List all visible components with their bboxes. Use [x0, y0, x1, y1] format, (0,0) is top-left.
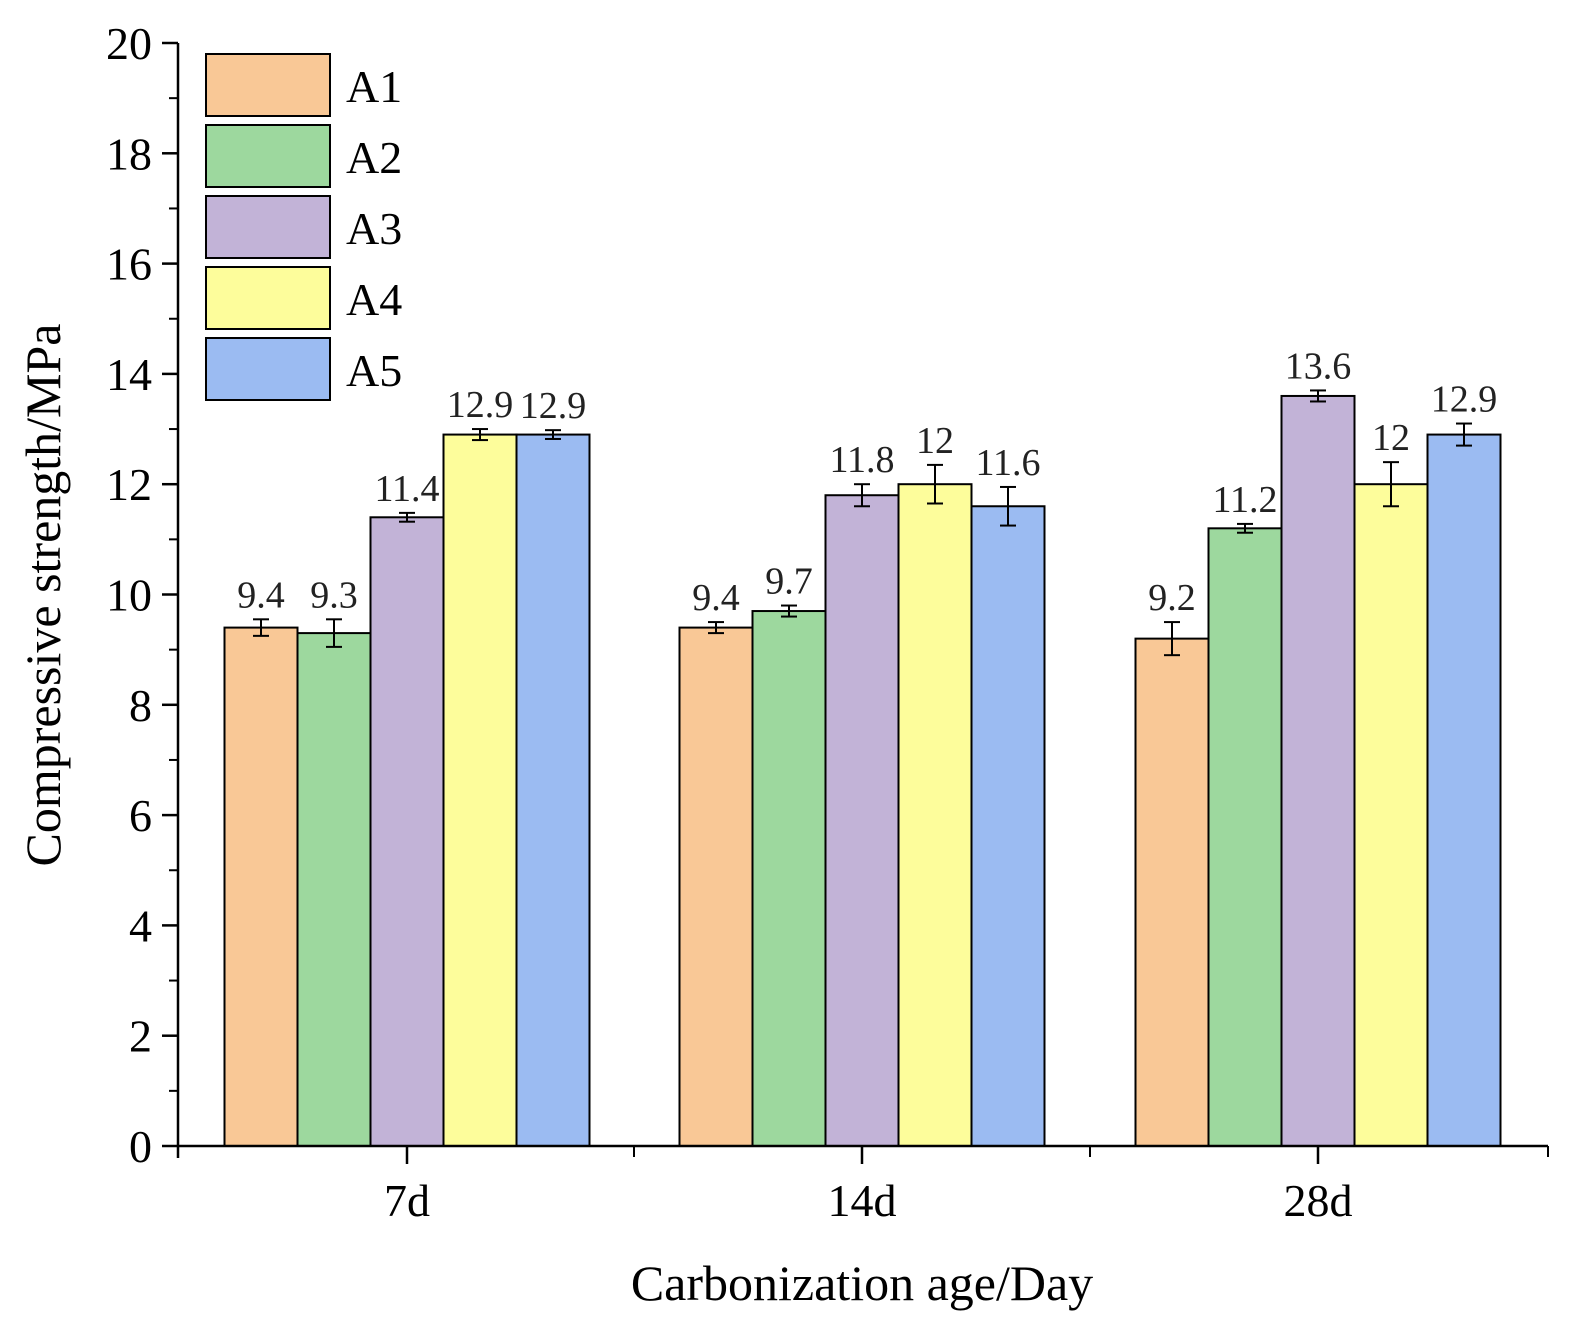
y-tick-label: 2 — [129, 1011, 152, 1062]
bar-a2-14d — [751, 610, 827, 1147]
y-axis-title: Compressive strength/MPa — [15, 323, 71, 866]
data-label: 12.9 — [1431, 379, 1498, 421]
bar-a2-7d — [296, 632, 372, 1147]
y-tick-label: 10 — [106, 570, 152, 621]
error-bar — [1164, 621, 1180, 657]
x-tick-label: 14d — [828, 1175, 897, 1226]
bar-a3-14d — [824, 494, 900, 1148]
legend-swatch-a4 — [205, 266, 331, 330]
data-label: 12.9 — [447, 384, 514, 426]
legend-label-a5: A5 — [346, 345, 402, 396]
axes-layer: 0 2 4 6 8 10 12 14 16 18 20 7d 14d 28d — [106, 18, 1549, 1226]
y-tick-label: 18 — [106, 128, 152, 179]
error-bar — [1383, 461, 1399, 508]
bar-a4-28d — [1353, 483, 1429, 1147]
bar-a1-14d — [678, 626, 754, 1147]
error-bar — [399, 511, 415, 523]
data-label: 11.4 — [374, 468, 439, 510]
data-label: 11.8 — [829, 439, 894, 481]
bar-a4-14d — [897, 483, 973, 1147]
bar-a5-14d — [970, 505, 1046, 1147]
bar-a1-28d — [1134, 637, 1210, 1147]
error-bar — [545, 429, 561, 440]
x-tick-label: 28d — [1284, 1175, 1353, 1226]
bar-a4-7d — [442, 433, 518, 1147]
x-axis-title: Carbonization age/Day — [631, 1255, 1093, 1311]
y-tick-label: 8 — [129, 680, 152, 731]
error-bar — [1310, 389, 1326, 403]
error-bar — [472, 428, 488, 442]
data-label: 12 — [1372, 417, 1410, 459]
y-tick-label: 4 — [129, 900, 152, 951]
y-tick-label: 12 — [106, 459, 152, 510]
y-tick-label: 20 — [106, 18, 152, 69]
legend-label-a2: A2 — [346, 132, 402, 183]
legend: A1 A2 A3 A4 A5 — [205, 53, 402, 401]
error-bar — [781, 604, 797, 618]
data-label: 9.7 — [765, 561, 813, 603]
error-bar — [1237, 522, 1253, 534]
legend-label-a3: A3 — [346, 203, 402, 254]
error-bar — [326, 618, 342, 648]
data-label: 11.6 — [975, 442, 1040, 484]
data-label: 13.6 — [1285, 345, 1352, 387]
bar-a1-7d — [223, 626, 299, 1147]
data-label: 12.9 — [520, 385, 587, 427]
legend-label-a4: A4 — [346, 274, 402, 325]
bar-a3-7d — [369, 516, 445, 1147]
bars-layer: 9.4 9.311.412.9 12.99.4 9.711.8 1211.69.211.… — [223, 345, 1502, 1148]
data-label: 9.3 — [310, 574, 358, 616]
legend-swatch-a5 — [205, 337, 331, 401]
x-tick-label: 7d — [384, 1175, 430, 1226]
error-bar — [708, 621, 724, 635]
bar-a5-28d — [1426, 433, 1502, 1147]
y-tick-label: 14 — [106, 349, 152, 400]
error-bar — [927, 463, 943, 505]
y-tick-label: 16 — [106, 239, 152, 290]
y-tick-label: 0 — [129, 1121, 152, 1172]
error-bar — [1000, 485, 1016, 527]
data-label: 9.4 — [692, 577, 740, 619]
legend-label-a1: A1 — [346, 61, 402, 112]
bar-a2-28d — [1207, 527, 1283, 1147]
legend-swatch-a1 — [205, 53, 331, 117]
data-label: 9.2 — [1148, 577, 1196, 619]
bar-a3-28d — [1280, 394, 1356, 1147]
data-label: 11.2 — [1212, 479, 1277, 521]
error-bar — [854, 483, 870, 508]
bar-a5-7d — [515, 433, 591, 1147]
legend-swatch-a2 — [205, 124, 331, 188]
y-tick-label: 6 — [129, 790, 152, 841]
legend-swatch-a3 — [205, 195, 331, 259]
error-bar — [253, 618, 269, 637]
data-label: 9.4 — [237, 574, 285, 616]
data-label: 12 — [916, 420, 954, 462]
error-bar — [1456, 422, 1472, 447]
